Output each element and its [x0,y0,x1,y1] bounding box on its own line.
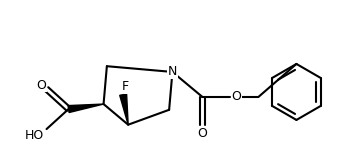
Text: HO: HO [25,129,44,142]
Text: O: O [198,128,207,140]
Text: N: N [168,65,177,78]
Text: O: O [231,90,242,103]
Text: O: O [37,79,46,92]
Polygon shape [120,94,128,125]
Text: F: F [121,80,129,93]
Polygon shape [68,104,104,113]
